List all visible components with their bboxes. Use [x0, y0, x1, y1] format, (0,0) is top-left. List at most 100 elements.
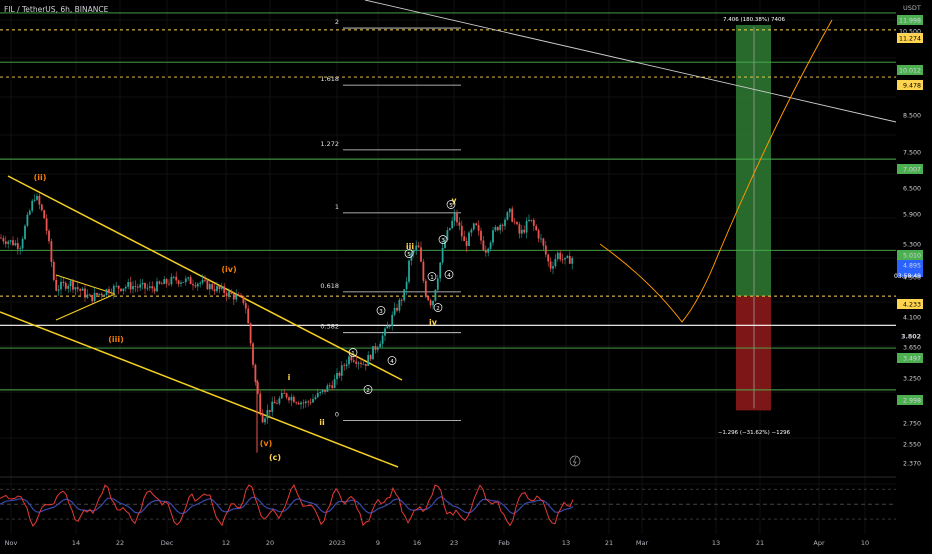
price-tick-2[interactable]: 10.500 [899, 29, 921, 36]
price-tick-4[interactable]: 9.478 [903, 83, 921, 90]
price-badge-3 [897, 65, 923, 75]
time-tick-15[interactable]: 21 [756, 539, 764, 547]
candle-body-40 [96, 292, 98, 295]
price-tick-1[interactable]: 11.274 [899, 36, 921, 43]
price-tick-17[interactable]: 3.650 [903, 345, 921, 352]
candle-body-31 [74, 287, 77, 290]
trendlines [0, 0, 897, 468]
candle-body-194 [465, 240, 468, 246]
time-tick-9[interactable]: 23 [450, 539, 458, 547]
candle-body-22 [52, 261, 55, 280]
time-tick-11[interactable]: 13 [562, 539, 570, 547]
price-tick-3[interactable]: 10.012 [899, 68, 921, 75]
price-tick-0[interactable]: 11.998 [899, 18, 921, 25]
time-tick-1[interactable]: 14 [72, 539, 80, 547]
candle-body-3 [7, 241, 10, 244]
price-tick-18[interactable]: 3.497 [903, 356, 921, 363]
candle-body-71 [170, 276, 173, 285]
candle-body-157 [376, 347, 379, 350]
candle-body-0 [0, 237, 2, 239]
time-tick-2[interactable]: 22 [116, 539, 124, 547]
candle-body-230 [552, 266, 554, 269]
time-tick-10[interactable]: Feb [498, 539, 510, 547]
price-tick-13[interactable]: 4.500 [903, 275, 921, 282]
time-tick-14[interactable]: 13 [712, 539, 720, 547]
candle-body-37 [88, 294, 91, 296]
candle-body-208 [499, 224, 502, 231]
price-badge-11 [897, 250, 923, 260]
price-tick-23[interactable]: 2.370 [903, 461, 921, 468]
candle-body-51 [122, 288, 125, 291]
candle-body-82 [196, 283, 199, 287]
time-tick-5[interactable]: 20 [266, 539, 274, 547]
candle-body-182 [436, 278, 439, 290]
price-tick-14[interactable]: 4.233 [903, 302, 921, 309]
wave-label-0: (ii) [34, 173, 47, 182]
time-tick-3[interactable]: Dec [161, 539, 174, 547]
price-tick-21[interactable]: 2.750 [903, 421, 921, 428]
time-tick-0[interactable]: Nov [5, 539, 18, 547]
price-tick-19[interactable]: 3.250 [903, 376, 921, 383]
time-tick-12[interactable]: 21 [605, 539, 613, 547]
candle-body-132 [316, 392, 319, 398]
time-tick-13[interactable]: Mar [636, 539, 649, 547]
price-badge-18 [897, 353, 923, 363]
price-tick-9[interactable]: 5.900 [903, 212, 921, 219]
time-axis[interactable]: Nov 14 22 Dec 12 20 2023 9 16 23 Feb 13 21 Mar 13 21 Apr… [0, 535, 932, 550]
candle-body-18 [43, 210, 46, 219]
candle-body-116 [278, 398, 281, 404]
price-badge-0 [897, 15, 923, 25]
price-tick-8[interactable]: 6.500 [903, 186, 921, 193]
candle-body-180 [432, 300, 434, 306]
candle-body-25 [60, 281, 62, 290]
price-tick-22[interactable]: 2.550 [903, 442, 921, 449]
candle-body-72 [172, 276, 175, 278]
rsi-signal-line [0, 496, 574, 515]
fib-label-0: 2 [335, 18, 339, 26]
candle-body-30 [72, 280, 74, 290]
candle-body-79 [189, 277, 192, 285]
wave-label-10: 1 [351, 351, 355, 357]
candle-body-192 [460, 225, 463, 237]
candle-body-140 [336, 372, 338, 380]
position-zones [736, 24, 771, 411]
price-tick-6[interactable]: 7.500 [903, 150, 921, 157]
candle-body-46 [110, 292, 113, 294]
price-tick-5[interactable]: 8.500 [903, 113, 921, 120]
candle-body-89 [213, 289, 216, 292]
horizontal-levels [0, 12, 896, 391]
price-tick-11[interactable]: 5.010 [903, 253, 921, 260]
candle-body-231 [554, 259, 557, 267]
time-tick-8[interactable]: 16 [413, 539, 421, 547]
candle-body-175 [420, 247, 422, 262]
candle-body-121 [290, 396, 293, 401]
candle-body-161 [386, 325, 389, 329]
time-tick-17[interactable]: 10 [861, 539, 869, 547]
price-tick-16[interactable]: 3.802 [901, 334, 921, 341]
price-tick-10[interactable]: 5.300 [903, 242, 921, 249]
candle-body-1 [2, 238, 5, 242]
candle-body-76 [182, 282, 185, 283]
time-tick-7[interactable]: 9 [376, 539, 380, 547]
price-tick-15[interactable]: 4.100 [903, 315, 921, 322]
time-tick-4[interactable]: 12 [222, 539, 230, 547]
candle-body-35 [84, 288, 86, 298]
price-tick-7[interactable]: 7.007 [903, 167, 921, 174]
price-tick-12[interactable]: 4.895 [903, 263, 921, 270]
fib-label-6: 0 [335, 410, 339, 418]
wave-circle-19 [446, 200, 456, 209]
candle-body-168 [403, 289, 406, 301]
candle-body-28 [67, 285, 70, 289]
price-tick-20[interactable]: 2.998 [903, 398, 921, 405]
candle-body-238 [571, 257, 574, 264]
wave-label-2: (iv) [221, 265, 236, 274]
time-tick-6[interactable]: 2023 [329, 539, 346, 547]
candle-body-5 [12, 240, 14, 246]
candle-body-10 [24, 225, 26, 239]
time-tick-16[interactable]: Apr [813, 539, 825, 547]
candle-body-20 [48, 230, 50, 242]
candle-body-43 [103, 294, 106, 296]
